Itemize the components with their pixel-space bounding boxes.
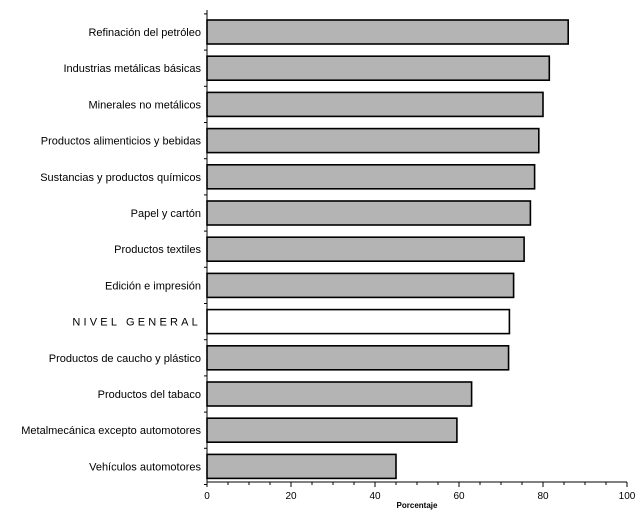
x-axis-title: Porcentaje xyxy=(397,501,438,510)
category-label-10: Productos del tabaco xyxy=(98,389,201,401)
category-label-4: Sustancias y productos químicos xyxy=(40,172,201,184)
bar-4 xyxy=(206,164,536,190)
category-label-2: Minerales no metálicos xyxy=(89,99,202,111)
category-label-7: Edición e impresión xyxy=(105,280,201,292)
x-tick-label-1: 20 xyxy=(285,491,297,502)
category-label-3: Productos alimenticios y bebidas xyxy=(41,136,202,148)
bar-6 xyxy=(206,236,525,262)
bar-0 xyxy=(206,19,570,45)
category-label-6: Productos textiles xyxy=(114,244,201,256)
x-tick-label-4: 80 xyxy=(537,491,549,502)
bar-7 xyxy=(206,272,515,299)
bar-1 xyxy=(206,55,551,82)
x-tick-label-5: 100 xyxy=(619,491,636,502)
category-label-8: NIVEL GENERAL xyxy=(72,317,201,329)
category-label-5: Papel y cartón xyxy=(131,208,201,220)
category-label-11: Metalmecánica excepto automotores xyxy=(21,425,201,437)
x-tick-label-3: 60 xyxy=(453,491,465,502)
category-label-12: Vehículos automotores xyxy=(89,461,201,473)
category-label-0: Refinación del petróleo xyxy=(88,27,201,39)
bar-5 xyxy=(206,200,532,226)
x-tick-label-0: 0 xyxy=(204,491,210,502)
category-label-9: Productos de caucho y plástico xyxy=(49,353,201,365)
bar-11 xyxy=(206,417,458,444)
category-label-1: Industrias metálicas básicas xyxy=(63,63,201,75)
bar-10 xyxy=(206,381,473,407)
x-axis: 0 20 40 60 80 100 xyxy=(204,10,636,502)
x-tick-label-2: 40 xyxy=(369,491,381,502)
bar-12 xyxy=(206,453,397,480)
bar-2 xyxy=(206,91,544,118)
bars-layer xyxy=(206,19,570,480)
category-labels: Refinación del petróleo Industrias metáli… xyxy=(21,27,201,473)
bar-8 xyxy=(206,308,511,335)
bar-3 xyxy=(206,127,540,154)
bar-9 xyxy=(206,344,510,371)
